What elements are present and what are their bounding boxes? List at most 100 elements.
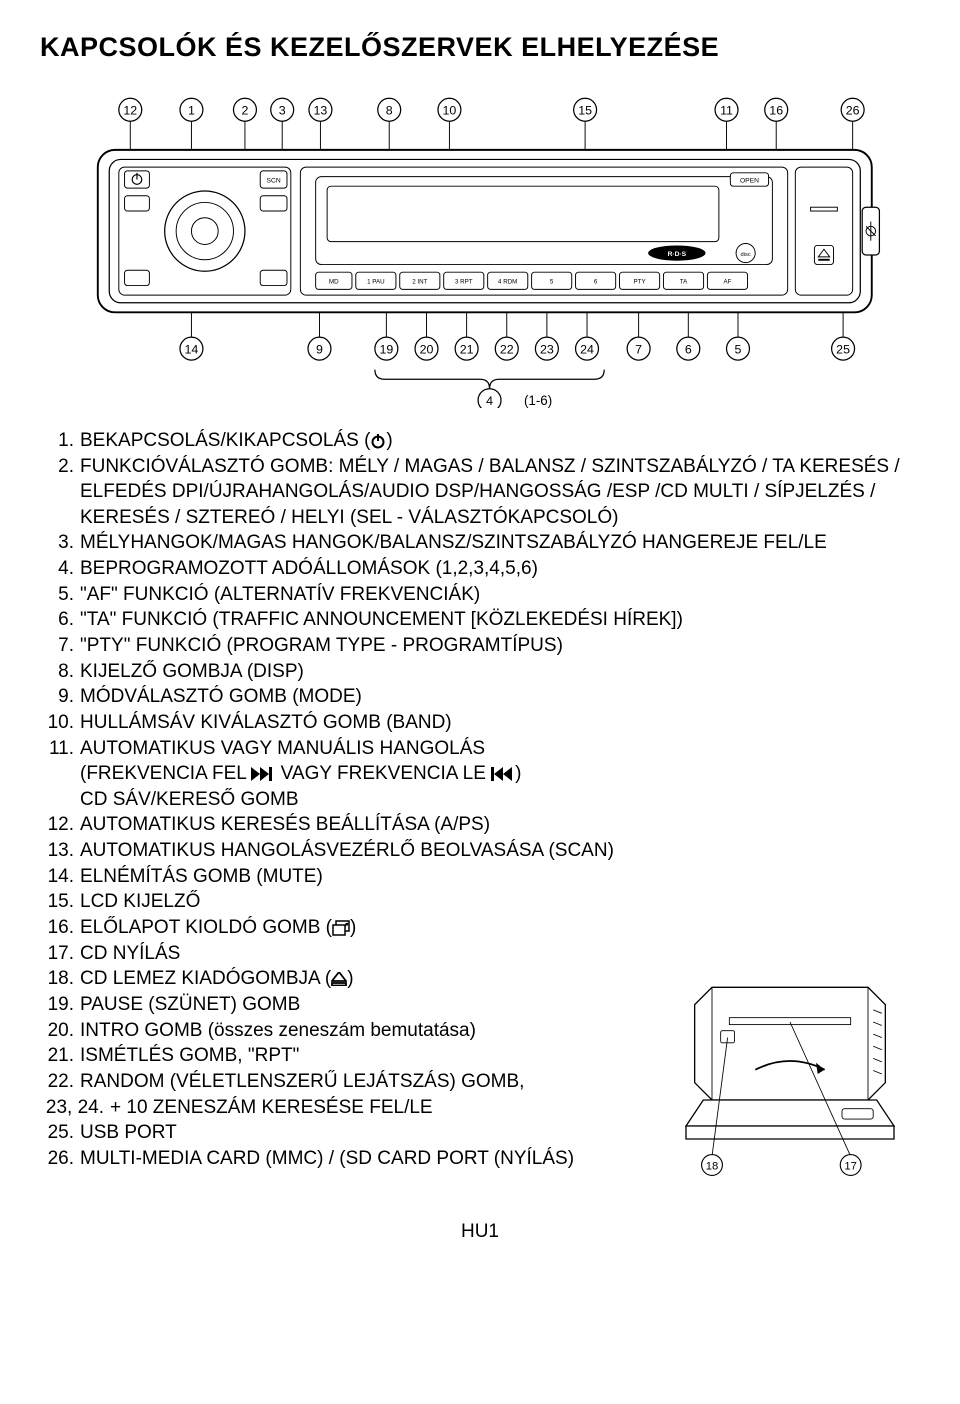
legend-number: 18. xyxy=(40,966,80,992)
legend-text: FUNKCIÓVÁLASZTÓ GOMB: MÉLY / MAGAS / BAL… xyxy=(80,454,920,531)
svg-text:3 RPT: 3 RPT xyxy=(455,279,473,286)
svg-text:9: 9 xyxy=(316,342,323,356)
svg-text:R·D·S: R·D·S xyxy=(668,251,687,258)
svg-text:1 PAU: 1 PAU xyxy=(367,279,384,286)
legend-number: 14. xyxy=(40,864,80,890)
legend-number: 2. xyxy=(40,454,80,531)
main-diagram: 121231381015111626SCNR·D·SdiscOPENMD1 PA… xyxy=(50,83,910,408)
legend-text: "AF" FUNKCIÓ (ALTERNATÍV FREKVENCIÁK) xyxy=(80,582,920,608)
legend-text: CD SÁV/KERESŐ GOMB xyxy=(40,787,299,813)
legend-text: BEPROGRAMOZOTT ADÓÁLLOMÁSOK (1,2,3,4,5,6… xyxy=(80,556,920,582)
svg-text:4 RDM: 4 RDM xyxy=(498,279,517,286)
legend-text: AUTOMATIKUS KERESÉS BEÁLLÍTÁSA (A/PS) xyxy=(80,812,920,838)
legend-item: 11.AUTOMATIKUS VAGY MANUÁLIS HANGOLÁS xyxy=(40,736,920,762)
legend-number: 5. xyxy=(40,582,80,608)
svg-text:7: 7 xyxy=(635,342,642,356)
legend-number: 25. xyxy=(40,1120,80,1146)
legend-number: 15. xyxy=(40,889,80,915)
legend-text: LCD KIJELZŐ xyxy=(80,889,920,915)
svg-text:2: 2 xyxy=(241,104,248,118)
legend-number: 7. xyxy=(40,633,80,659)
legend-item: 4.BEPROGRAMOZOTT ADÓÁLLOMÁSOK (1,2,3,4,5… xyxy=(40,556,920,582)
legend-text: MÉLYHANGOK/MAGAS HANGOK/BALANSZ/SZINTSZA… xyxy=(80,530,920,556)
legend-item: CD SÁV/KERESŐ GOMB xyxy=(40,787,920,813)
legend-number: 23, 24. xyxy=(40,1095,110,1121)
svg-text:6: 6 xyxy=(685,342,692,356)
legend-number: 9. xyxy=(40,684,80,710)
svg-text:AF: AF xyxy=(724,279,732,286)
legend-text: "PTY" FUNKCIÓ (PROGRAM TYPE - PROGRAMTÍP… xyxy=(80,633,920,659)
legend-number: 12. xyxy=(40,812,80,838)
legend-item: 15.LCD KIJELZŐ xyxy=(40,889,920,915)
legend-item: 5."AF" FUNKCIÓ (ALTERNATÍV FREKVENCIÁK) xyxy=(40,582,920,608)
svg-text:(1-6): (1-6) xyxy=(524,393,552,408)
legend-text: KIJELZŐ GOMBJA (DISP) xyxy=(80,659,920,685)
svg-text:TA: TA xyxy=(680,279,688,286)
svg-text:22: 22 xyxy=(500,342,514,356)
svg-text:17: 17 xyxy=(844,1160,857,1172)
legend-item: 12.AUTOMATIKUS KERESÉS BEÁLLÍTÁSA (A/PS) xyxy=(40,812,920,838)
legend-number: 8. xyxy=(40,659,80,685)
legend-number: 20. xyxy=(40,1018,80,1044)
svg-text:MD: MD xyxy=(329,279,339,286)
legend-number: 26. xyxy=(40,1146,80,1172)
legend-number: 17. xyxy=(40,941,80,967)
svg-text:1: 1 xyxy=(188,104,195,118)
svg-text:2 INT: 2 INT xyxy=(412,279,427,286)
legend-item: 16.ELŐLAPOT KIOLDÓ GOMB () xyxy=(40,915,920,941)
legend-text: MÓDVÁLASZTÓ GOMB (MODE) xyxy=(80,684,920,710)
legend-number: 16. xyxy=(40,915,80,941)
svg-text:3: 3 xyxy=(279,104,286,118)
legend-number: 19. xyxy=(40,992,80,1018)
svg-text:23: 23 xyxy=(540,342,554,356)
svg-text:16: 16 xyxy=(769,104,783,118)
svg-text:6: 6 xyxy=(594,279,598,286)
svg-text:12: 12 xyxy=(123,104,137,118)
legend-text: HULLÁMSÁV KIVÁLASZTÓ GOMB (BAND) xyxy=(80,710,920,736)
svg-text:18: 18 xyxy=(706,1160,719,1172)
legend-text: AUTOMATIKUS VAGY MANUÁLIS HANGOLÁS xyxy=(80,736,920,762)
legend-text: AUTOMATIKUS HANGOLÁSVEZÉRLŐ BEOLVASÁSA (… xyxy=(80,838,920,864)
legend-item: 14.ELNÉMÍTÁS GOMB (MUTE) xyxy=(40,864,920,890)
legend-item: 13.AUTOMATIKUS HANGOLÁSVEZÉRLŐ BEOLVASÁS… xyxy=(40,838,920,864)
legend-number: 4. xyxy=(40,556,80,582)
page-number: HU1 xyxy=(40,1221,920,1243)
legend-item: 9.MÓDVÁLASZTÓ GOMB (MODE) xyxy=(40,684,920,710)
svg-text:SCN: SCN xyxy=(267,177,281,184)
svg-text:5: 5 xyxy=(735,342,742,356)
legend-number: 13. xyxy=(40,838,80,864)
svg-text:25: 25 xyxy=(836,342,850,356)
svg-text:11: 11 xyxy=(720,104,733,118)
legend-number: 1. xyxy=(40,428,80,454)
legend-text: CD NYÍLÁS xyxy=(80,941,920,967)
legend-number: 21. xyxy=(40,1043,80,1069)
svg-text:15: 15 xyxy=(578,104,592,118)
legend-number: 3. xyxy=(40,530,80,556)
svg-text:4: 4 xyxy=(486,394,493,408)
legend-text: BEKAPCSOLÁS/KIKAPCSOLÁS () xyxy=(80,428,920,454)
legend-item: 17.CD NYÍLÁS xyxy=(40,941,920,967)
svg-text:19: 19 xyxy=(379,342,393,356)
svg-text:20: 20 xyxy=(420,342,434,356)
svg-text:8: 8 xyxy=(386,104,393,118)
side-diagram: 1817 xyxy=(660,970,920,1178)
legend-item: 1.BEKAPCSOLÁS/KIKAPCSOLÁS () xyxy=(40,428,920,454)
legend-text: (FREKVENCIA FEL VAGY FREKVENCIA LE ) xyxy=(40,761,521,787)
legend-text: "TA" FUNKCIÓ (TRAFFIC ANNOUNCEMENT [KÖZL… xyxy=(80,607,920,633)
legend-text: ELNÉMÍTÁS GOMB (MUTE) xyxy=(80,864,920,890)
legend-item: 2.FUNKCIÓVÁLASZTÓ GOMB: MÉLY / MAGAS / B… xyxy=(40,454,920,531)
svg-text:PTY: PTY xyxy=(634,279,646,286)
svg-text:26: 26 xyxy=(846,104,860,118)
legend-number: 22. xyxy=(40,1069,80,1095)
legend-number: 6. xyxy=(40,607,80,633)
svg-text:10: 10 xyxy=(443,104,457,118)
svg-text:disc: disc xyxy=(741,252,751,258)
legend-text: ELŐLAPOT KIOLDÓ GOMB () xyxy=(80,915,920,941)
legend-item: 3.MÉLYHANGOK/MAGAS HANGOK/BALANSZ/SZINTS… xyxy=(40,530,920,556)
legend-item: 7."PTY" FUNKCIÓ (PROGRAM TYPE - PROGRAMT… xyxy=(40,633,920,659)
legend-item: 6."TA" FUNKCIÓ (TRAFFIC ANNOUNCEMENT [KÖ… xyxy=(40,607,920,633)
svg-text:5: 5 xyxy=(550,279,554,286)
legend-item: 8.KIJELZŐ GOMBJA (DISP) xyxy=(40,659,920,685)
svg-text:OPEN: OPEN xyxy=(740,177,759,184)
legend-item: 10.HULLÁMSÁV KIVÁLASZTÓ GOMB (BAND) xyxy=(40,710,920,736)
